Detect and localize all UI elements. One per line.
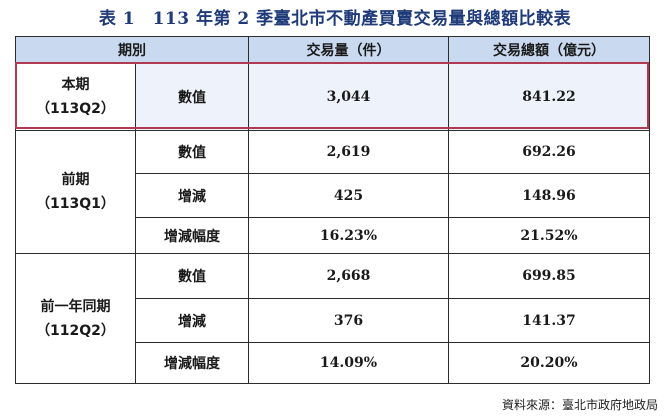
period-name: 本期 [61, 77, 90, 93]
row-label: 增減 [135, 173, 249, 218]
row-label: 增減幅度 [135, 217, 249, 254]
volume-value: 16.23% [248, 217, 449, 254]
volume-value: 425 [248, 173, 449, 218]
period-quarter: （113Q1） [36, 196, 115, 212]
row-label: 增減幅度 [135, 342, 249, 384]
amount-value: 148.96 [448, 173, 650, 218]
row-label: 數值 [135, 130, 249, 174]
table-title: 表 1 113 年第 2 季臺北市不動產買賣交易量與總額比較表 [98, 9, 572, 29]
amount-value: 841.22 [448, 63, 650, 131]
period-cell-last-year: 前一年同期 （112Q2） [15, 253, 136, 384]
period-cell-current: 本期 （113Q2） [15, 63, 136, 131]
table-row: 本期 （113Q2） 數值 3,044 841.22 [15, 63, 650, 131]
row-label: 數值 [135, 63, 249, 131]
source-note: 資料來源：臺北市政府地政局 [501, 398, 658, 412]
amount-value: 692.26 [448, 130, 650, 174]
row-label: 增減 [135, 298, 249, 343]
volume-value: 2,668 [248, 253, 449, 299]
table-row: 前一年同期 （112Q2） 數值 2,668 699.85 [15, 253, 650, 384]
header-amount: 交易總額（億元） [448, 36, 650, 64]
volume-value: 3,044 [248, 63, 449, 131]
volume-value: 2,619 [248, 130, 449, 174]
period-quarter: （113Q2） [36, 101, 115, 117]
volume-value: 14.09% [248, 342, 449, 384]
header-period: 期別 [15, 36, 249, 64]
period-quarter: （112Q2） [36, 322, 115, 339]
table-row: 增減 376 141.37 [16, 298, 650, 343]
volume-value: 376 [248, 298, 449, 343]
amount-value: 141.37 [448, 298, 650, 343]
table-row: 增減幅度 16.23% 21.52% [16, 217, 650, 254]
period-name: 前一年同期 [40, 298, 111, 315]
table-row: 前期 （113Q1） 數值 2,619 692.26 [15, 130, 650, 254]
row-label: 數值 [135, 253, 249, 299]
amount-value: 699.85 [448, 253, 650, 299]
table-row: 增減 425 148.96 [16, 173, 650, 218]
table-header-row: 期別 交易量（件） 交易總額（億元） [15, 36, 650, 64]
period-cell-previous: 前期 （113Q1） [15, 130, 136, 254]
header-volume: 交易量（件） [248, 36, 449, 64]
table-row: 增減幅度 14.09% 20.20% [16, 342, 650, 384]
comparison-table: 期別 交易量（件） 交易總額（億元） 本期 （113Q2） 數值 3,044 8… [15, 36, 650, 384]
period-name: 前期 [61, 172, 90, 188]
amount-value: 20.20% [448, 342, 650, 384]
amount-value: 21.52% [448, 217, 650, 254]
